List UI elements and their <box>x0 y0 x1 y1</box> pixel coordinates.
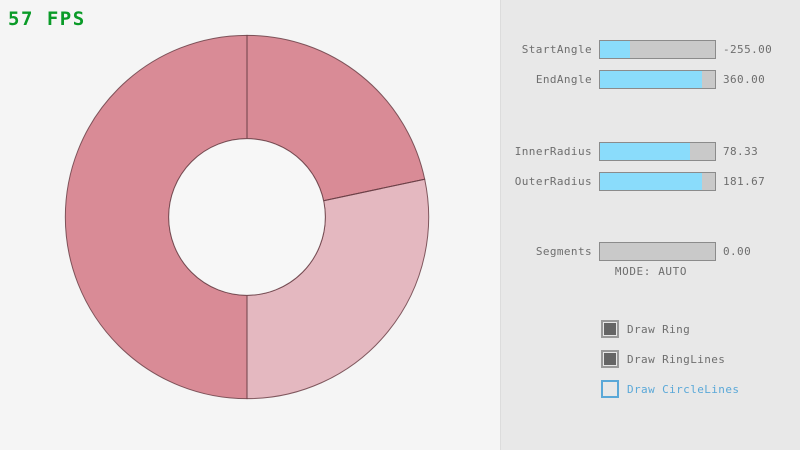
slider-outerradius[interactable] <box>599 171 716 191</box>
slider-fill-startangle <box>600 40 630 58</box>
donut-segment-group <box>64 34 430 400</box>
slider-innerradius[interactable] <box>599 141 716 161</box>
checkbox-draw-ringlines[interactable] <box>601 350 619 368</box>
slider-endangle[interactable] <box>599 69 716 89</box>
checkbox-draw-circlelines[interactable] <box>601 380 619 398</box>
slider-label-startangle: StartAngle <box>521 42 592 56</box>
slider-fill-endangle <box>600 70 703 88</box>
slider-label-endangle: EndAngle <box>535 72 592 86</box>
slider-value-startangle: -255.00 <box>723 42 773 56</box>
slider-label-innerradius: InnerRadius <box>514 144 592 158</box>
donut-chart <box>64 34 430 400</box>
slider-row-innerradius: InnerRadius 78.33 <box>501 141 800 161</box>
checkbox-label-draw-circlelines: Draw CircleLines <box>627 382 740 396</box>
control-panel: StartAngle -255.00 EndAngle 360.00 InnerRadi… <box>500 0 800 450</box>
slider-segments[interactable] <box>599 241 716 261</box>
checkbox-draw-ring[interactable] <box>601 320 619 338</box>
donut-inner-hole <box>168 138 326 296</box>
checkbox-row-draw-ringlines[interactable]: Draw RingLines <box>601 349 725 369</box>
donut-ring-lines-group <box>168 35 425 399</box>
checkbox-row-draw-circlelines[interactable]: Draw CircleLines <box>601 379 739 399</box>
slider-fill-outerradius <box>600 172 703 190</box>
slider-row-outerradius: OuterRadius 181.67 <box>501 171 800 191</box>
slider-value-segments: 0.00 <box>723 244 752 258</box>
slider-row-startangle: StartAngle -255.00 <box>501 39 800 59</box>
slider-fill-innerradius <box>600 142 690 160</box>
checkbox-label-draw-ringlines: Draw RingLines <box>627 352 726 366</box>
fps-counter: 57 FPS <box>8 8 86 30</box>
slider-value-endangle: 360.00 <box>723 72 766 86</box>
slider-value-innerradius: 78.33 <box>723 144 759 158</box>
slider-label-outerradius: OuterRadius <box>514 174 592 188</box>
slider-value-outerradius: 181.67 <box>723 174 766 188</box>
mode-status-text: MODE: AUTO <box>614 265 688 278</box>
slider-row-endangle: EndAngle 360.00 <box>501 69 800 89</box>
slider-startangle[interactable] <box>599 39 716 59</box>
render-canvas[interactable]: 57 FPS <box>0 0 500 450</box>
donut-ring-line <box>323 178 425 202</box>
checkbox-row-draw-ring[interactable]: Draw Ring <box>601 319 690 339</box>
checkbox-label-draw-ring: Draw Ring <box>627 322 691 336</box>
slider-row-segments: Segments 0.00 <box>501 241 800 261</box>
slider-label-segments: Segments <box>535 244 592 258</box>
